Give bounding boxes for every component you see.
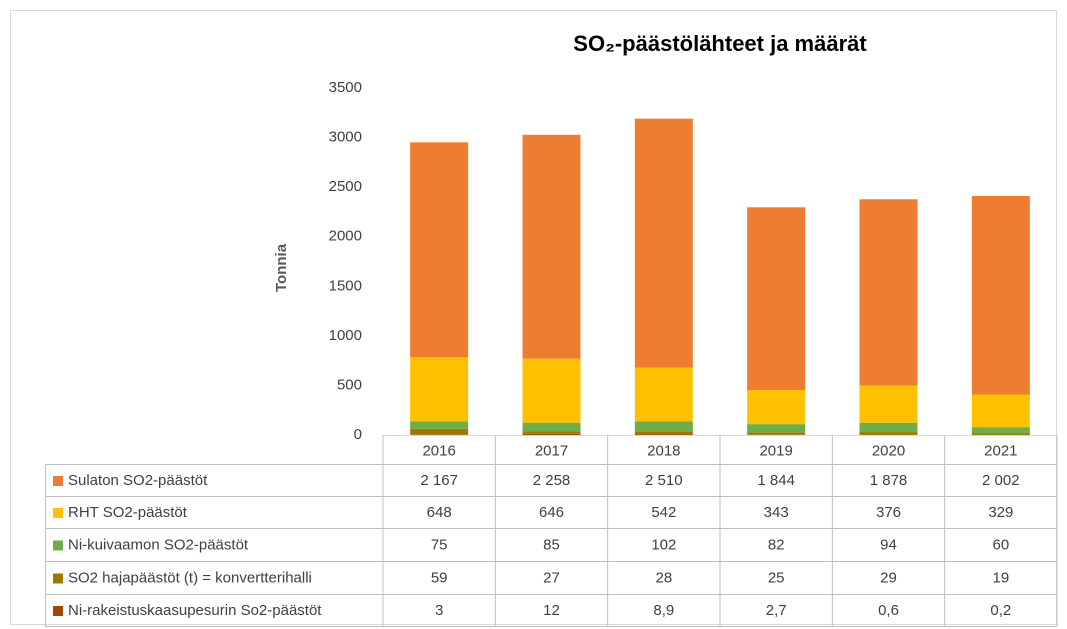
bar-segment (410, 421, 469, 429)
bar-segment (634, 434, 693, 435)
legend-swatch (53, 606, 63, 616)
bar-segment (859, 199, 918, 386)
bar-segment (971, 394, 1030, 428)
y-tick-label: 3000 (329, 129, 362, 146)
legend-swatch (53, 508, 63, 518)
legend-label: Ni-kuivaamon SO2-päästöt (68, 536, 249, 553)
table-value: 94 (880, 536, 897, 553)
table-value: 12 (543, 602, 560, 619)
x-tick-label: 2021 (984, 442, 1017, 459)
bar-segment (859, 385, 918, 423)
x-tick-label: 2018 (647, 442, 680, 459)
bar-segment (747, 390, 806, 425)
legend-label: Sulaton SO2-päästöt (68, 472, 208, 489)
bar-segment (410, 428, 469, 435)
table-value: 19 (992, 569, 1009, 586)
table-value: 646 (539, 504, 564, 521)
bar-segment (522, 358, 581, 423)
legend-label: SO2 hajapäästöt (t) = konvertterihalli (68, 569, 312, 586)
table-value: 85 (543, 536, 560, 553)
x-tick-label: 2019 (759, 442, 792, 459)
legend-swatch (53, 573, 63, 584)
bar-segment (522, 431, 581, 434)
table-value: 75 (431, 536, 448, 553)
y-tick-label: 2000 (329, 228, 362, 245)
chart-title: SO₂-päästölähteet ja määrät (573, 31, 867, 56)
table-value: 59 (431, 569, 448, 586)
table-value: 28 (655, 569, 672, 586)
table-value: 329 (988, 504, 1013, 521)
x-tick-label: 2017 (535, 442, 568, 459)
bar-segment (634, 367, 693, 422)
table-value: 542 (651, 504, 676, 521)
bar-segment (971, 433, 1030, 435)
x-tick-label: 2016 (422, 442, 455, 459)
table-value: 1 878 (870, 472, 908, 489)
bar-segment (522, 422, 581, 432)
table-value: 8,9 (653, 602, 674, 619)
table-value: 25 (768, 569, 785, 586)
table-value: 29 (880, 569, 897, 586)
table-value: 343 (764, 504, 789, 521)
table-value: 102 (651, 536, 676, 553)
bar-segment (410, 142, 469, 358)
table-value: 0,6 (878, 602, 899, 619)
y-tick-label: 0 (354, 426, 362, 443)
y-tick-label: 2500 (329, 178, 362, 195)
table-value: 2 002 (982, 472, 1020, 489)
table-value: 0,2 (990, 602, 1011, 619)
bar-segment (410, 357, 469, 422)
table-value: 1 844 (757, 472, 795, 489)
bar-segment (522, 134, 581, 359)
bar-segment (971, 427, 1030, 434)
table-value: 2,7 (766, 602, 787, 619)
table-value: 376 (876, 504, 901, 521)
legend-label: RHT SO2-päästöt (68, 504, 188, 521)
table-value: 60 (992, 536, 1009, 553)
bar-segment (522, 433, 581, 435)
bar-segment (747, 432, 806, 435)
bar-segment (971, 196, 1030, 395)
y-tick-label: 3500 (329, 79, 362, 96)
bar-segment (634, 118, 693, 368)
table-value: 3 (435, 602, 443, 619)
table-value: 2 510 (645, 472, 683, 489)
bar-segment (634, 431, 693, 435)
table-value: 2 167 (420, 472, 458, 489)
legend-label: Ni-rakeistuskaasupesurin So2-päästöt (68, 602, 322, 619)
y-tick-label: 1500 (329, 277, 362, 294)
table-value: 27 (543, 569, 560, 586)
table-value: 2 258 (533, 472, 571, 489)
legend-swatch (53, 476, 63, 486)
legend-swatch (53, 540, 63, 551)
y-tick-label: 1000 (329, 327, 362, 344)
bar-segment (747, 424, 806, 433)
x-tick-label: 2020 (872, 442, 905, 459)
bar-segment (859, 422, 918, 433)
bar-segment (747, 207, 806, 391)
table-value: 648 (427, 504, 452, 521)
bar-segment (634, 421, 693, 432)
table-value: 82 (768, 536, 785, 553)
y-tick-label: 500 (337, 376, 362, 393)
bar-segment (859, 432, 918, 435)
y-axis-title: Tonnia (273, 243, 290, 292)
